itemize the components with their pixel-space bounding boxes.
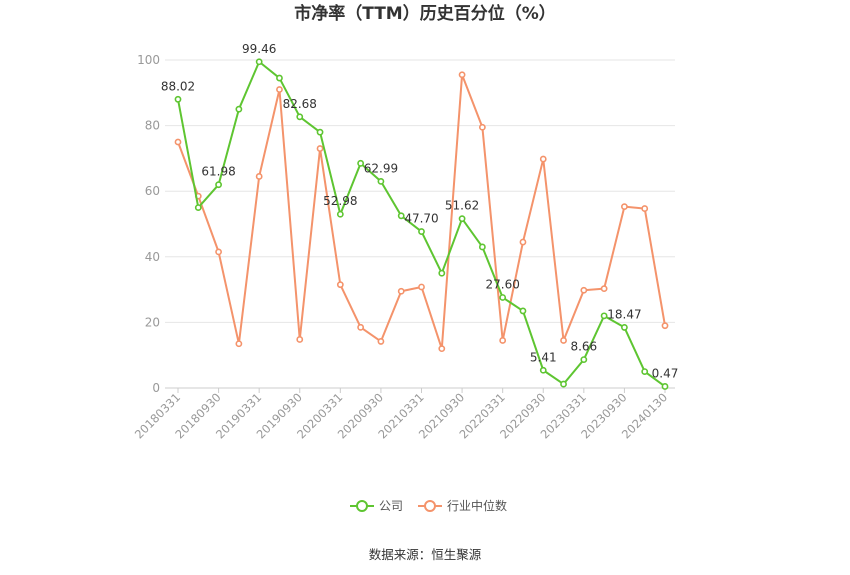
data-point[interactable] bbox=[215, 248, 222, 256]
data-point[interactable] bbox=[276, 86, 283, 93]
data-label: 5.41 bbox=[530, 350, 557, 364]
data-label: 0.47 bbox=[652, 366, 679, 380]
data-point[interactable] bbox=[621, 203, 628, 211]
legend-label: 行业中位数 bbox=[447, 498, 507, 513]
data-point[interactable] bbox=[235, 340, 243, 348]
data-label: 27.60 bbox=[485, 277, 519, 291]
grid-lines bbox=[165, 59, 675, 323]
data-label: 88.02 bbox=[161, 79, 195, 93]
legend[interactable]: 公司 行业中位数 bbox=[350, 498, 507, 513]
data-point[interactable] bbox=[499, 294, 507, 301]
data-point[interactable] bbox=[539, 155, 547, 163]
data-point[interactable] bbox=[357, 323, 365, 331]
source-note: 数据来源：恒生聚源 bbox=[369, 547, 482, 562]
data-point[interactable] bbox=[621, 324, 628, 331]
legend-marker-icon bbox=[356, 500, 368, 512]
data-point[interactable] bbox=[215, 181, 222, 189]
data-label: 61.98 bbox=[201, 165, 235, 179]
series-layer bbox=[174, 58, 669, 390]
data-point[interactable] bbox=[641, 205, 649, 212]
data-label: 18.47 bbox=[607, 307, 641, 321]
data-point[interactable] bbox=[296, 336, 304, 343]
data-label: 52.98 bbox=[323, 194, 357, 208]
data-point[interactable] bbox=[296, 113, 304, 121]
data-point[interactable] bbox=[519, 307, 527, 315]
data-point[interactable] bbox=[316, 128, 324, 136]
data-point[interactable] bbox=[560, 337, 567, 344]
data-label: 8.66 bbox=[570, 340, 597, 354]
data-label: 82.68 bbox=[283, 97, 317, 111]
data-point[interactable] bbox=[519, 238, 527, 246]
data-point[interactable] bbox=[255, 173, 263, 180]
data-point[interactable] bbox=[357, 159, 365, 167]
y-tick-label: 20 bbox=[145, 315, 160, 329]
y-tick-label: 100 bbox=[137, 53, 160, 67]
legend-label: 公司 bbox=[379, 499, 403, 513]
data-point[interactable] bbox=[174, 138, 182, 146]
y-tick-label: 80 bbox=[145, 119, 160, 133]
legend-marker-icon bbox=[424, 500, 436, 512]
data-point[interactable] bbox=[661, 322, 669, 330]
data-point[interactable] bbox=[316, 145, 324, 152]
data-point[interactable] bbox=[478, 243, 486, 251]
y-tick-label: 40 bbox=[145, 250, 160, 264]
data-point[interactable] bbox=[600, 312, 608, 320]
data-point[interactable] bbox=[235, 105, 243, 113]
data-point[interactable] bbox=[397, 212, 405, 220]
legend-item-industry-median[interactable]: 行业中位数 bbox=[418, 498, 507, 513]
data-point[interactable] bbox=[336, 210, 344, 218]
data-point[interactable] bbox=[418, 283, 425, 291]
data-label: 99.46 bbox=[242, 42, 276, 56]
data-point[interactable] bbox=[600, 285, 608, 293]
data-point[interactable] bbox=[539, 366, 547, 374]
data-point[interactable] bbox=[377, 177, 385, 185]
data-point[interactable] bbox=[458, 71, 466, 79]
legend-item-company[interactable]: 公司 bbox=[350, 499, 403, 513]
data-point[interactable] bbox=[641, 368, 649, 375]
series-industry-median bbox=[174, 71, 669, 353]
data-label: 51.62 bbox=[445, 199, 479, 213]
data-point[interactable] bbox=[499, 337, 507, 344]
data-point[interactable] bbox=[560, 380, 567, 388]
data-point[interactable] bbox=[478, 123, 486, 131]
data-point[interactable] bbox=[336, 281, 344, 289]
data-point[interactable] bbox=[397, 287, 405, 295]
y-tick-label: 0 bbox=[152, 381, 160, 395]
data-point[interactable] bbox=[580, 286, 588, 294]
data-point[interactable] bbox=[458, 215, 466, 223]
y-tick-label: 60 bbox=[145, 184, 160, 198]
data-label: 47.70 bbox=[404, 212, 438, 226]
axes: 0204060801002018033120180930201903312019… bbox=[132, 53, 675, 442]
data-point[interactable] bbox=[255, 58, 263, 66]
chart-title: 市净率（TTM）历史百分位（%） bbox=[294, 3, 556, 24]
series-company bbox=[174, 58, 669, 390]
data-labels: 88.02 61.98 99.46 82.68 52.98 62.99 47.70 51.62… bbox=[161, 42, 679, 381]
data-label: 62.99 bbox=[364, 161, 398, 175]
data-point[interactable] bbox=[580, 356, 588, 363]
data-point[interactable] bbox=[418, 228, 425, 235]
data-point[interactable] bbox=[174, 95, 182, 103]
data-point[interactable] bbox=[194, 204, 202, 211]
data-point[interactable] bbox=[438, 345, 446, 353]
data-point[interactable] bbox=[661, 383, 669, 390]
data-point[interactable] bbox=[377, 338, 385, 345]
data-point[interactable] bbox=[276, 74, 283, 82]
data-point[interactable] bbox=[438, 269, 446, 277]
